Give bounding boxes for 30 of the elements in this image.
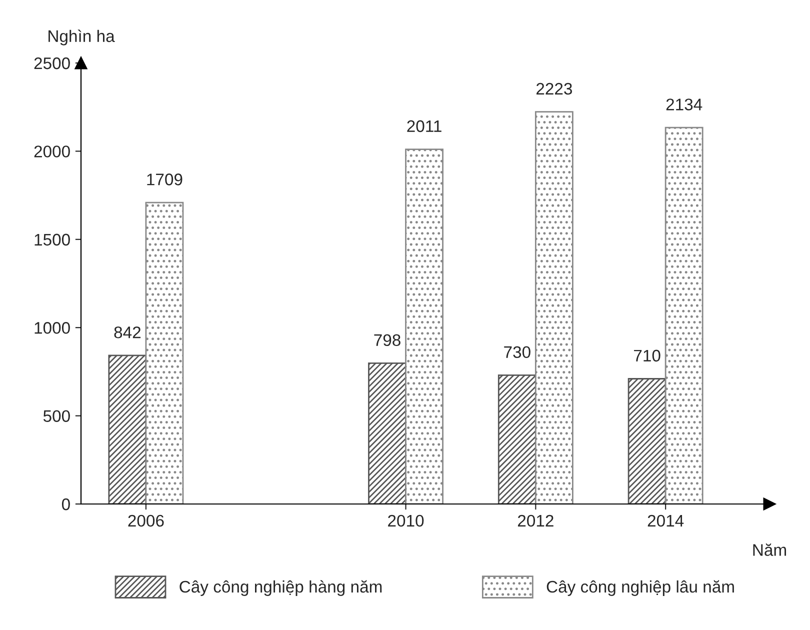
data-label: 2223 — [536, 82, 572, 95]
legend-label: Cây công nghiệp hàng năm — [180, 580, 382, 596]
y-tick-label: 2500 — [34, 57, 70, 70]
bar — [145, 202, 184, 504]
data-label: 2134 — [666, 98, 702, 110]
bar — [628, 378, 666, 504]
data-label: 730 — [504, 346, 530, 358]
data-label: 1709 — [147, 174, 182, 186]
y-tick-label: 2000 — [34, 146, 70, 158]
y-tick-label: 0 — [62, 498, 70, 510]
bar — [664, 126, 704, 504]
data-label: 710 — [634, 350, 660, 362]
bar — [405, 148, 444, 504]
bar — [368, 362, 406, 504]
x-tick-label: 2014 — [648, 514, 684, 527]
data-label: 2011 — [407, 120, 442, 132]
x-tick-label: 2010 — [388, 514, 424, 527]
bar — [498, 374, 536, 504]
legend-label: Cây công nghiệp lâu năm — [546, 580, 734, 596]
bar — [534, 111, 574, 504]
y-tick-label: 1000 — [34, 322, 70, 334]
x-tick-label: 2006 — [128, 514, 164, 527]
x-tick-label: 2012 — [518, 514, 554, 527]
data-label: 842 — [114, 326, 141, 338]
bar — [108, 354, 147, 504]
y-axis-title: Nghìn ha — [48, 30, 115, 46]
y-tick-label: 1500 — [34, 234, 70, 246]
x-axis-title: Năm — [753, 543, 786, 556]
data-label: 798 — [374, 334, 400, 346]
y-tick-label: 500 — [43, 410, 70, 422]
